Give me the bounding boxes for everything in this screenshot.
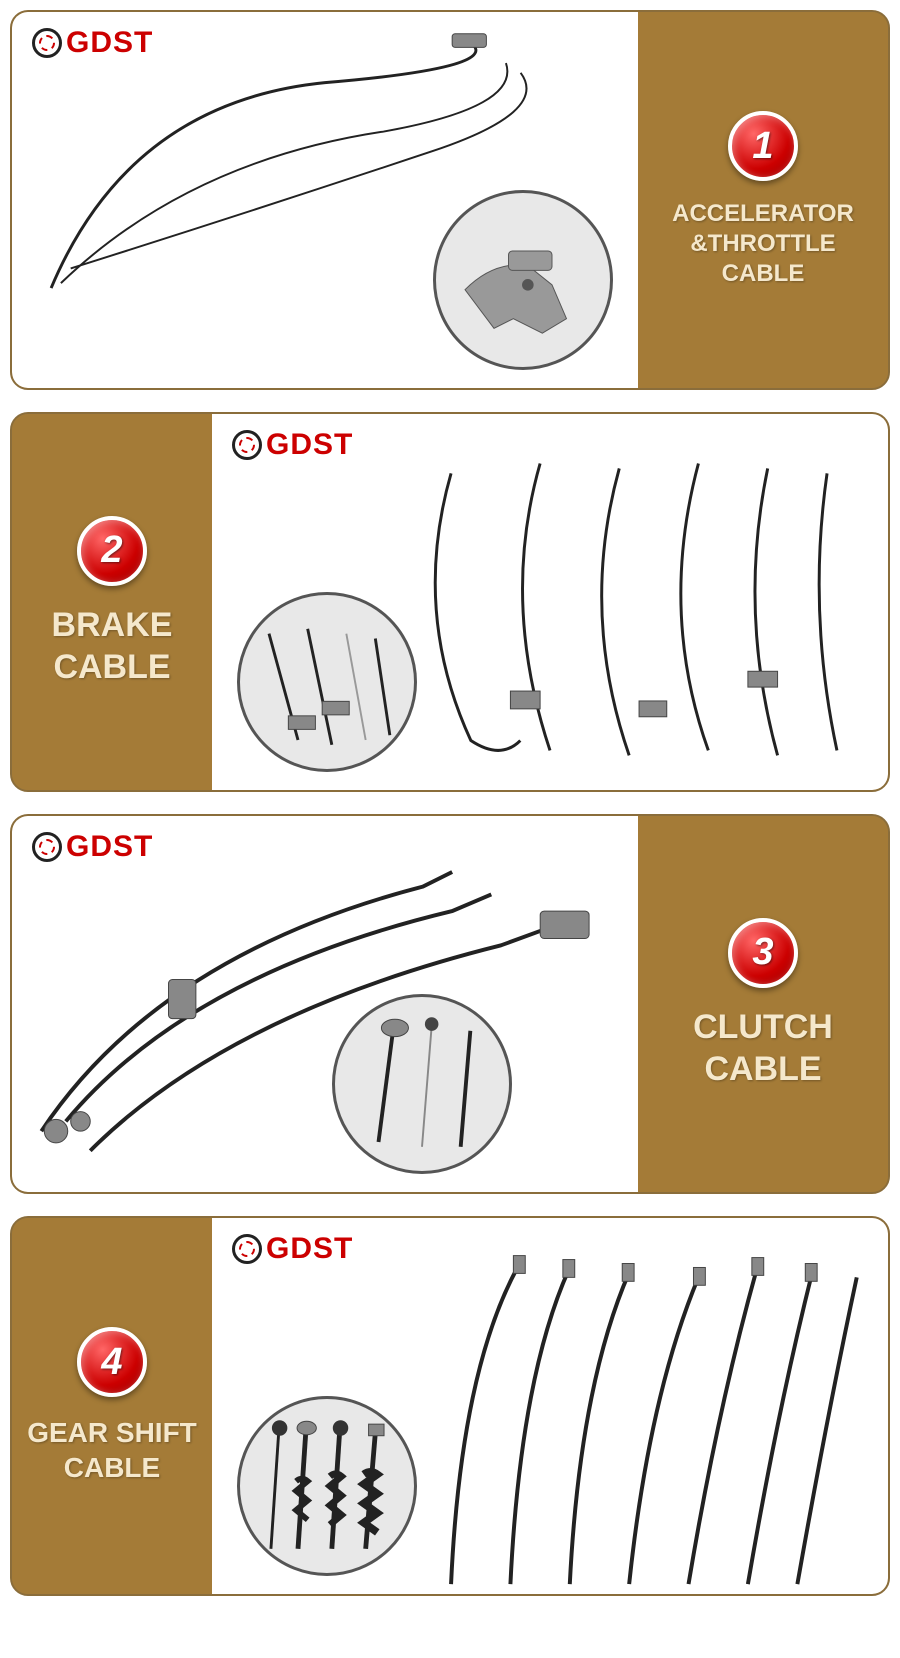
badge-number: 4 [101, 1341, 122, 1384]
number-badge: 3 [728, 918, 798, 988]
label-area: 2 BRAKE CABLE [12, 414, 212, 790]
product-title: GEAR SHIFT CABLE [22, 1415, 202, 1485]
detail-circle [332, 994, 512, 1174]
product-title: CLUTCH CABLE [648, 1006, 878, 1091]
detail-circle [237, 592, 417, 772]
product-card: GDST 1 ACCELERATOR &THROTTLE CABLE [10, 10, 890, 390]
number-badge: 4 [77, 1327, 147, 1397]
badge-number: 3 [752, 931, 773, 974]
cable-illustration [12, 816, 638, 1192]
label-area: 3 CLUTCH CABLE [638, 816, 888, 1192]
detail-circle [237, 1396, 417, 1576]
product-card: GDST 3 CLUTCH CABLE [10, 814, 890, 1194]
badge-number: 2 [101, 529, 122, 572]
product-image-area: GDST [212, 414, 888, 790]
product-image-area: GDST [12, 12, 638, 388]
product-image-area: GDST [12, 816, 638, 1192]
number-badge: 2 [77, 516, 147, 586]
product-image-area: GDST [212, 1218, 888, 1594]
label-area: 1 ACCELERATOR &THROTTLE CABLE [638, 12, 888, 388]
product-card: 4 GEAR SHIFT CABLE GDST [10, 1216, 890, 1596]
label-area: 4 GEAR SHIFT CABLE [12, 1218, 212, 1594]
product-title: BRAKE CABLE [22, 604, 202, 689]
badge-number: 1 [752, 125, 773, 168]
product-title: ACCELERATOR &THROTTLE CABLE [648, 199, 878, 289]
number-badge: 1 [728, 111, 798, 181]
detail-circle [433, 190, 613, 370]
product-card: 2 BRAKE CABLE GDST [10, 412, 890, 792]
